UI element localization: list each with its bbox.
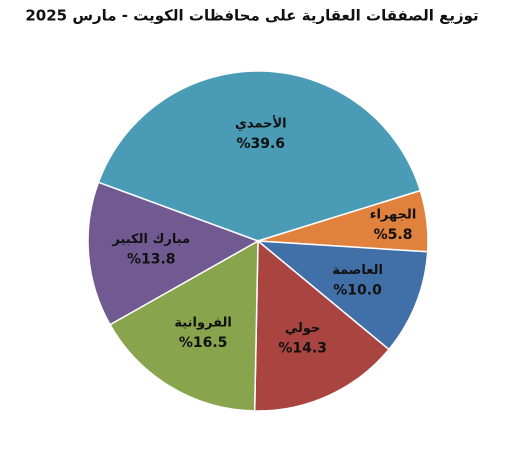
slice-label: مبارك الكبير — [111, 232, 190, 247]
value-label: %10.0 — [333, 282, 382, 298]
slice-label: الفروانية — [174, 315, 231, 330]
value-label: %16.5 — [179, 335, 228, 351]
slice-label: الجهراء — [370, 207, 416, 222]
chart-title: توزيع الصفقات العقارية على محافظات الكوي… — [25, 7, 478, 25]
value-label: %39.6 — [236, 136, 285, 152]
pie-slice — [97, 70, 422, 242]
pie-slice — [255, 240, 429, 351]
pie-slice — [253, 239, 390, 412]
value-label: %5.8 — [374, 227, 413, 243]
pie-slice — [87, 181, 260, 326]
value-label: %13.8 — [127, 252, 176, 268]
slice-label: الأحمدي — [235, 114, 287, 131]
pie-slice — [108, 239, 259, 412]
slice-label: العاصمة — [332, 263, 383, 278]
value-label: %14.3 — [278, 340, 327, 356]
slice-label: حولي — [285, 321, 321, 336]
